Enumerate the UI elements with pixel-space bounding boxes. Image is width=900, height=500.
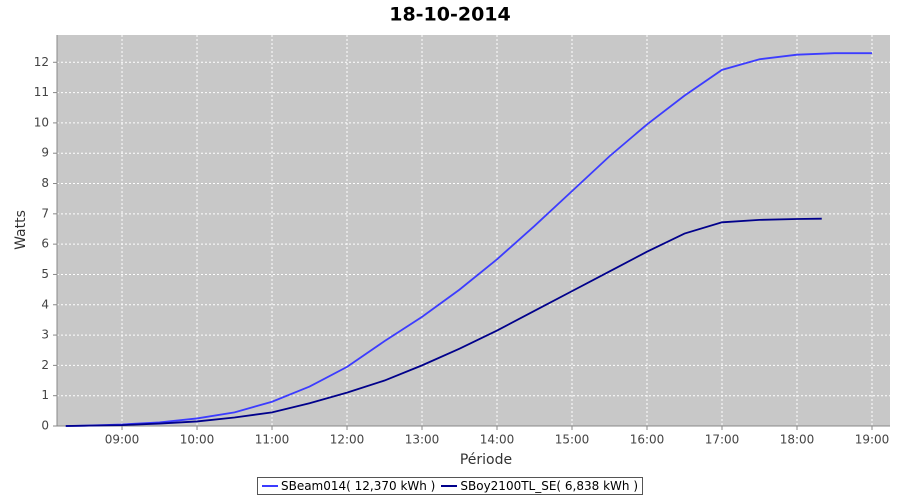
y-tick-label: 3	[41, 328, 49, 342]
x-tick-label: 14:00	[480, 433, 515, 447]
y-tick-label: 4	[41, 297, 49, 311]
legend-label: SBoy2100TL_SE( 6,838 kWh )	[460, 479, 639, 493]
x-tick-label: 10:00	[180, 433, 215, 447]
y-axis-label: Watts	[13, 210, 29, 250]
x-tick-label: 16:00	[630, 433, 665, 447]
y-tick-label: 1	[41, 388, 49, 402]
legend-swatch	[261, 485, 278, 487]
x-tick-label: 19:00	[855, 433, 890, 447]
x-tick-label: 17:00	[705, 433, 740, 447]
x-tick-label: 11:00	[255, 433, 290, 447]
x-tick-label: 12:00	[330, 433, 365, 447]
y-tick-label: 9	[41, 146, 49, 160]
plot-area	[57, 35, 890, 426]
x-tick-label: 15:00	[555, 433, 590, 447]
y-tick-label: 2	[41, 358, 49, 372]
y-tick-label: 0	[41, 419, 49, 433]
y-tick-label: 5	[41, 267, 49, 281]
chart: 18-10-2014 Période Watts 012345678910111…	[13, 4, 890, 468]
legend: SBeam014( 12,370 kWh ) SBoy2100TL_SE( 6,8…	[0, 477, 900, 495]
x-axis-label: Période	[460, 452, 512, 468]
y-tick-label: 7	[41, 206, 49, 220]
series-line	[65, 52, 873, 427]
chart-title: 18-10-2014	[389, 4, 511, 26]
y-tick-label: 8	[41, 176, 49, 190]
legend-label: SBeam014( 12,370 kWh )	[280, 479, 436, 493]
x-tick-label: 13:00	[405, 433, 440, 447]
y-tick-label: 6	[41, 237, 49, 251]
legend-item: SBeam014( 12,370 kWh )	[261, 479, 436, 493]
legend-item: SBoy2100TL_SE( 6,838 kWh )	[441, 479, 638, 493]
x-tick-label: 18:00	[780, 433, 815, 447]
y-tick-label: 12	[34, 55, 49, 69]
x-tick-label: 09:00	[105, 433, 140, 447]
y-tick-label: 11	[34, 85, 49, 99]
y-tick-label: 10	[34, 115, 49, 129]
legend-box: SBeam014( 12,370 kWh ) SBoy2100TL_SE( 6,8…	[256, 477, 644, 495]
series-line	[65, 217, 822, 427]
legend-swatch	[441, 485, 458, 487]
